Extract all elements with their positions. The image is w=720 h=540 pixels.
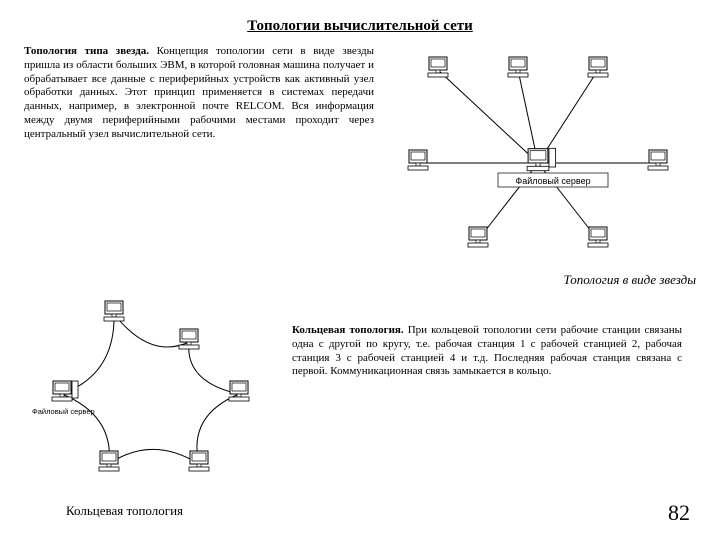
star-body: Концепция топологии сети в виде звезды п… <box>24 45 374 140</box>
star-diagram-wrap: Файловый сервер <box>388 45 688 270</box>
bottom-row: Файловый сервер Кольцевая топология Коль… <box>24 294 696 519</box>
ring-header: Кольцевая топология. <box>292 324 404 336</box>
page-title: Топологии вычислительной сети <box>24 18 696 35</box>
ring-diagram: Файловый сервер <box>24 294 274 494</box>
page-number: 82 <box>668 500 690 526</box>
star-header: Топология типа звезда. <box>24 45 149 57</box>
ring-diagram-wrap: Файловый сервер Кольцевая топология <box>24 294 274 519</box>
ring-caption: Кольцевая топология <box>66 503 274 519</box>
svg-text:Файловый сервер: Файловый сервер <box>32 407 95 416</box>
star-caption: Топология в виде звезды <box>24 272 696 288</box>
ring-paragraph: Кольцевая топология. При кольцевой топол… <box>292 324 682 519</box>
star-paragraph: Топология типа звезда. Концепция тополог… <box>24 45 374 270</box>
star-diagram: Файловый сервер <box>388 45 688 265</box>
svg-text:Файловый сервер: Файловый сервер <box>515 176 590 186</box>
top-row: Топология типа звезда. Концепция тополог… <box>24 45 696 270</box>
